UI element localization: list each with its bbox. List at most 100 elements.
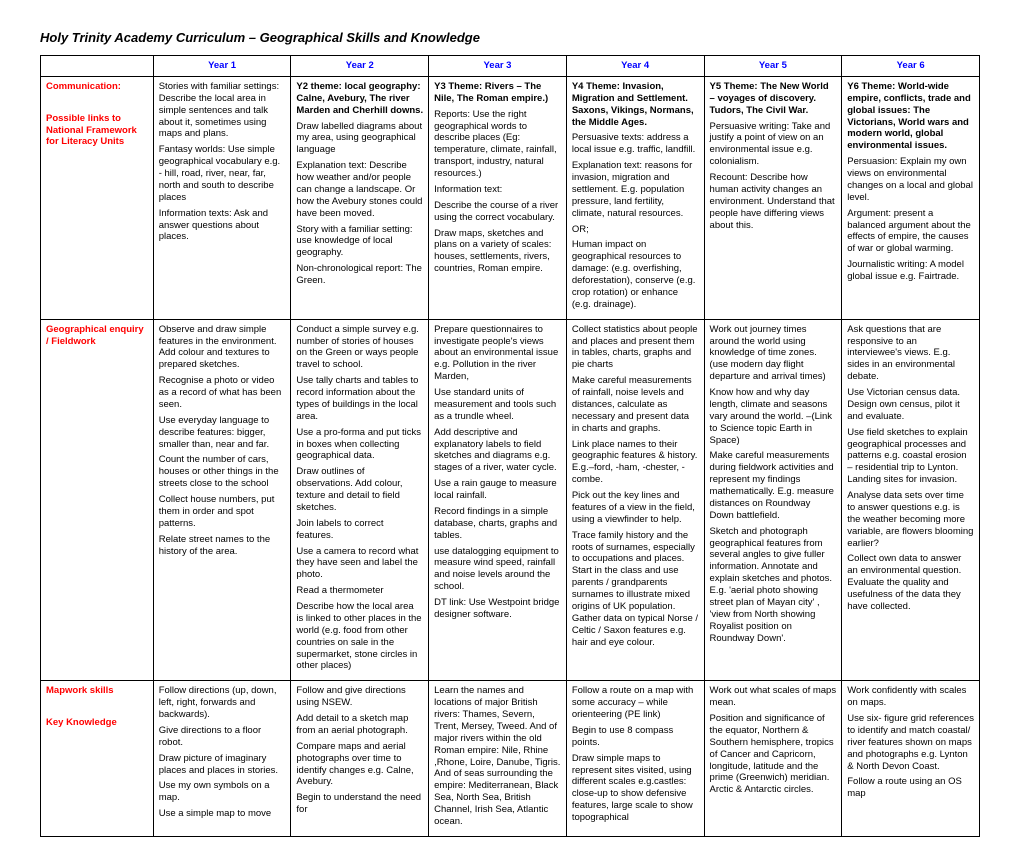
row-label-line	[46, 701, 148, 713]
cell: Y2 theme: local geography: Calne, Avebur…	[291, 76, 429, 319]
cell-paragraph: Follow and give directions using NSEW.	[296, 685, 423, 709]
cell-paragraph: Use field sketches to explain geographic…	[847, 427, 974, 486]
cell-paragraph: Collect statistics about people and plac…	[572, 324, 699, 372]
cell-paragraph: Reports: Use the right geographical word…	[434, 109, 561, 180]
cell-paragraph: Story with a familiar setting: use knowl…	[296, 224, 423, 260]
cell-paragraph: Record findings in a simple database, ch…	[434, 506, 561, 542]
cell-paragraph: Pick out the key lines and features of a…	[572, 490, 699, 526]
cell: Y5 Theme: The New World – voyages of dis…	[704, 76, 842, 319]
cell-paragraph: Analyse data sets over time to answer qu…	[847, 490, 974, 549]
cell-paragraph: Y2 theme: local geography: Calne, Avebur…	[296, 81, 423, 117]
cell-paragraph: Count the number of cars, houses or othe…	[159, 454, 286, 490]
cell-paragraph: Use a rain gauge to measure local rainfa…	[434, 478, 561, 502]
row-label-line: Geographical enquiry / Fieldwork	[46, 324, 148, 348]
cell-paragraph: Journalistic writing: A model global iss…	[847, 259, 974, 283]
cell-paragraph: Stories with familiar settings: Describe…	[159, 81, 286, 140]
cell-paragraph: Use Victorian census data. Design own ce…	[847, 387, 974, 423]
cell-paragraph: Use a camera to record what they have se…	[296, 546, 423, 582]
cell-paragraph: Information text:	[434, 184, 561, 196]
header-year-4: Year 4	[566, 56, 704, 77]
cell-paragraph: Non-chronological report: The Green.	[296, 263, 423, 287]
cell-paragraph: Trace family history and the roots of su…	[572, 530, 699, 649]
cell: Ask questions that are responsive to an …	[842, 319, 980, 681]
cell: Follow directions (up, down, left, right…	[153, 681, 291, 837]
cell-paragraph: Persuasive texts: address a local issue …	[572, 132, 699, 156]
cell: Work confidently with scales on maps. Use…	[842, 681, 980, 837]
curriculum-table: Year 1 Year 2 Year 3 Year 4 Year 5 Year …	[40, 55, 980, 837]
cell-paragraph: Fantasy worlds: Use simple geographical …	[159, 144, 286, 203]
cell-paragraph: Follow a route using an OS map	[847, 776, 974, 800]
cell-paragraph: Explanation text: reasons for invasion, …	[572, 160, 699, 219]
cell-paragraph: Add detail to a sketch map from an aeria…	[296, 713, 423, 737]
header-row: Year 1 Year 2 Year 3 Year 4 Year 5 Year …	[41, 56, 980, 77]
cell-paragraph: Begin to understand the need for	[296, 792, 423, 816]
cell: Y4 Theme: Invasion, Migration and Settle…	[566, 76, 704, 319]
cell-paragraph: Y3 Theme: Rivers – The Nile, The Roman e…	[434, 81, 561, 105]
cell-paragraph: DT link: Use Westpoint bridge designer s…	[434, 597, 561, 621]
cell: Y3 Theme: Rivers – The Nile, The Roman e…	[429, 76, 567, 319]
cell-paragraph: Recount: Describe how human activity cha…	[710, 172, 837, 231]
cell-paragraph: Explanation text: Describe how weather a…	[296, 160, 423, 219]
cell-paragraph: Collect own data to answer an environmen…	[847, 553, 974, 612]
cell-paragraph: OR;	[572, 224, 699, 236]
row-label-line: Mapwork skills	[46, 685, 148, 697]
cell-paragraph: Link place names to their geographic fea…	[572, 439, 699, 487]
cell-paragraph: Make careful measurements during fieldwo…	[710, 450, 837, 521]
cell-paragraph: Ask questions that are responsive to an …	[847, 324, 974, 383]
cell-paragraph: Draw simple maps to represent sites visi…	[572, 753, 699, 824]
cell-paragraph: Use a pro-forma and put ticks in boxes w…	[296, 427, 423, 463]
table-row: Communication: Possible links to Nationa…	[41, 76, 980, 319]
cell-paragraph: Use tally charts and tables to record in…	[296, 375, 423, 423]
row-label-line: Communication:	[46, 81, 148, 93]
cell-paragraph: use datalogging equipment to measure win…	[434, 546, 561, 594]
cell-paragraph: Human impact on geographical resources t…	[572, 239, 699, 310]
cell: Observe and draw simple features in the …	[153, 319, 291, 681]
cell-paragraph: Persuasion: Explain my own views on envi…	[847, 156, 974, 204]
cell-paragraph: Persuasive writing: Take and justify a p…	[710, 121, 837, 169]
cell-paragraph: Collect house numbers, put them in order…	[159, 494, 286, 530]
table-row: Mapwork skills Key KnowledgeFollow direc…	[41, 681, 980, 837]
cell-paragraph: Information texts: Ask and answer questi…	[159, 208, 286, 244]
cell-paragraph: Observe and draw simple features in the …	[159, 324, 286, 372]
cell-paragraph: Join labels to correct features.	[296, 518, 423, 542]
header-year-6: Year 6	[842, 56, 980, 77]
row-label-line	[46, 97, 148, 109]
cell-paragraph: Read a thermometer	[296, 585, 423, 597]
header-blank	[41, 56, 154, 77]
cell-paragraph: Learn the names and locations of major B…	[434, 685, 561, 828]
cell-paragraph: Draw outlines of observations. Add colou…	[296, 466, 423, 514]
cell-paragraph: Know how and why day length, climate and…	[710, 387, 837, 446]
cell: Stories with familiar settings: Describe…	[153, 76, 291, 319]
cell-paragraph: Give directions to a floor robot.	[159, 725, 286, 749]
cell: Prepare questionnaires to investigate pe…	[429, 319, 567, 681]
cell-paragraph: Position and significance of the equator…	[710, 713, 837, 796]
table-row: Geographical enquiry / Fieldwork Observe …	[41, 319, 980, 681]
cell-paragraph: Draw picture of imaginary places and pla…	[159, 753, 286, 777]
cell-paragraph: Begin to use 8 compass points.	[572, 725, 699, 749]
cell-paragraph: Recognise a photo or video as a record o…	[159, 375, 286, 411]
cell-paragraph: Use six- figure grid references to ident…	[847, 713, 974, 772]
header-year-5: Year 5	[704, 56, 842, 77]
cell-paragraph: Make careful measurements of rainfall, n…	[572, 375, 699, 434]
cell-paragraph: Follow a route on a map with some accura…	[572, 685, 699, 721]
cell-paragraph: Work confidently with scales on maps.	[847, 685, 974, 709]
cell: Y6 Theme: World-wide empire, conflicts, …	[842, 76, 980, 319]
row-label: Mapwork skills Key Knowledge	[41, 681, 154, 837]
cell-paragraph: Conduct a simple survey e.g. number of s…	[296, 324, 423, 372]
cell: Work out what scales of maps mean. Positi…	[704, 681, 842, 837]
row-label-line: Key Knowledge	[46, 717, 148, 729]
page-title: Holy Trinity Academy Curriculum – Geogra…	[40, 30, 980, 45]
cell-paragraph: Use standard units of measurement and to…	[434, 387, 561, 423]
cell-paragraph: Work out what scales of maps mean.	[710, 685, 837, 709]
cell-paragraph: Draw maps, sketches and plans on a varie…	[434, 228, 561, 276]
header-year-2: Year 2	[291, 56, 429, 77]
cell: Conduct a simple survey e.g. number of s…	[291, 319, 429, 681]
cell-paragraph: Sketch and photograph geographical featu…	[710, 526, 837, 645]
header-year-3: Year 3	[429, 56, 567, 77]
cell-paragraph: Add descriptive and explanatory labels t…	[434, 427, 561, 475]
cell-paragraph: Describe the course of a river using the…	[434, 200, 561, 224]
cell-paragraph: Work out journey times around the world …	[710, 324, 837, 383]
cell: Follow and give directions using NSEW. Ad…	[291, 681, 429, 837]
cell-paragraph: Prepare questionnaires to investigate pe…	[434, 324, 561, 383]
cell-paragraph: Y6 Theme: World-wide empire, conflicts, …	[847, 81, 974, 152]
